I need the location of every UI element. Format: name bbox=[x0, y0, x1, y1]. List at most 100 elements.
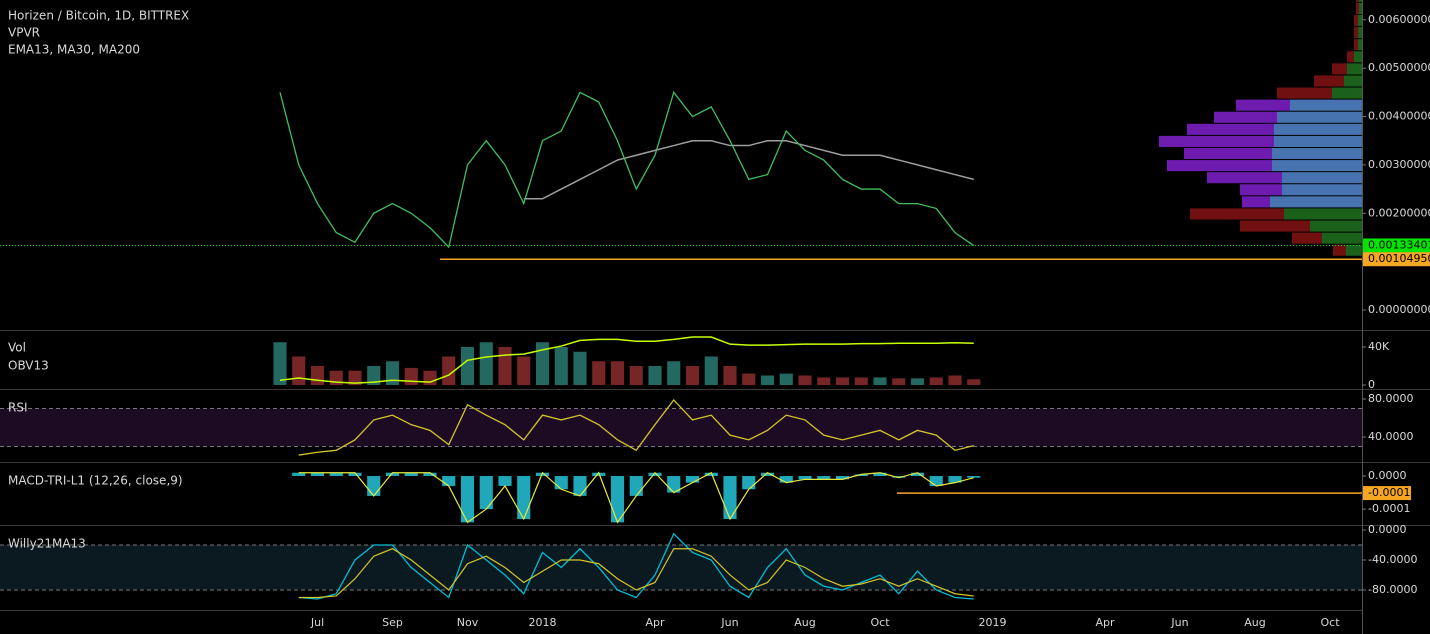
y-tick-label: 0.00600000 bbox=[1368, 13, 1430, 26]
bar bbox=[817, 476, 831, 480]
vpvr-down bbox=[1332, 63, 1347, 75]
bar bbox=[648, 472, 662, 477]
line-ma200 bbox=[523, 139, 974, 200]
x-tick-label: Apr bbox=[1095, 616, 1115, 629]
bar bbox=[892, 476, 906, 478]
bar bbox=[292, 356, 306, 386]
y-tick-label: 0 bbox=[1368, 378, 1375, 391]
y-tick-label: 0.0000 bbox=[1368, 469, 1407, 482]
x-tick-label: Oct bbox=[870, 616, 890, 629]
y-tick-label: 40K bbox=[1368, 340, 1390, 353]
vpvr-up bbox=[1358, 27, 1362, 39]
x-tick-label: 2018 bbox=[529, 616, 557, 629]
bar bbox=[798, 375, 812, 386]
bar bbox=[479, 342, 493, 386]
x-tick-label: Aug bbox=[794, 616, 815, 629]
vpvr-down bbox=[1240, 184, 1282, 196]
bar bbox=[854, 474, 868, 477]
bar bbox=[404, 367, 418, 386]
indicator-label: VPVR bbox=[8, 26, 40, 40]
vpvr-down bbox=[1347, 51, 1354, 63]
bar bbox=[929, 476, 943, 486]
bar bbox=[385, 361, 400, 386]
vpvr-up bbox=[1346, 244, 1362, 256]
y-tick-label: -80.0000 bbox=[1368, 583, 1417, 596]
x-tick-label: Nov bbox=[457, 616, 479, 629]
bar bbox=[367, 366, 381, 386]
vpvr-up bbox=[1274, 135, 1362, 147]
vpvr-up bbox=[1359, 2, 1362, 14]
vpvr-up bbox=[1358, 14, 1362, 27]
vpvr-up bbox=[1322, 232, 1362, 244]
y-tick-label: 0.00200000 bbox=[1368, 206, 1430, 219]
bar bbox=[479, 476, 493, 510]
vpvr-down bbox=[1187, 123, 1274, 135]
bar bbox=[554, 347, 568, 386]
bar bbox=[535, 472, 550, 477]
line-values bbox=[279, 90, 975, 249]
vpvr-down bbox=[1356, 0, 1359, 2]
vpvr-down bbox=[1277, 87, 1332, 99]
vpvr-down bbox=[1159, 135, 1274, 147]
y-tick-label: 80.0000 bbox=[1368, 392, 1414, 405]
bar bbox=[592, 361, 606, 386]
bar bbox=[910, 472, 925, 477]
bar bbox=[517, 356, 531, 386]
bar bbox=[742, 476, 756, 490]
bar bbox=[348, 472, 362, 477]
vpvr-up bbox=[1344, 75, 1362, 87]
bar bbox=[854, 377, 868, 386]
bar bbox=[704, 356, 718, 386]
x-tick-label: Jul bbox=[310, 616, 324, 629]
bar bbox=[967, 476, 981, 478]
vpvr-down bbox=[1184, 147, 1272, 160]
bar bbox=[779, 373, 793, 386]
bar bbox=[517, 476, 531, 520]
vpvr-down bbox=[1242, 196, 1270, 208]
vpvr-up bbox=[1284, 208, 1362, 220]
vpvr-up bbox=[1347, 63, 1362, 75]
vpvr-down bbox=[1236, 99, 1290, 111]
line-ma bbox=[298, 548, 974, 599]
bar bbox=[442, 476, 456, 486]
bar bbox=[873, 377, 887, 386]
bar bbox=[798, 476, 812, 480]
line-values bbox=[298, 532, 974, 600]
bar bbox=[685, 476, 700, 483]
pane-title: RSI bbox=[8, 401, 28, 415]
bar bbox=[835, 476, 850, 480]
vpvr-up bbox=[1290, 99, 1362, 111]
vpvr-up bbox=[1277, 111, 1362, 123]
bar bbox=[367, 476, 381, 496]
bar bbox=[629, 476, 643, 496]
vpvr-up bbox=[1272, 147, 1362, 160]
bar bbox=[817, 377, 831, 386]
low-line-label: 0.00104950 bbox=[1368, 252, 1430, 265]
vpvr-down bbox=[1354, 14, 1358, 27]
vpvr-down bbox=[1354, 39, 1358, 51]
vpvr-up bbox=[1359, 0, 1362, 2]
bar bbox=[723, 476, 737, 520]
bar bbox=[554, 476, 568, 490]
bar bbox=[498, 476, 512, 486]
vpvr-down bbox=[1314, 75, 1344, 87]
x-tick-label: Aug bbox=[1244, 616, 1265, 629]
macd-tag bbox=[1363, 486, 1411, 501]
bar bbox=[723, 366, 737, 386]
y-tick-label: 40.0000 bbox=[1368, 430, 1414, 443]
y-tick-label: 0.00000000 bbox=[1368, 303, 1430, 316]
vpvr-up bbox=[1332, 87, 1362, 99]
bar bbox=[329, 472, 343, 477]
vpvr-down bbox=[1356, 2, 1359, 14]
bar bbox=[929, 377, 943, 386]
x-tick-label: Jun bbox=[720, 616, 738, 629]
bar bbox=[892, 378, 906, 386]
symbol-title: Horizen / Bitcoin, 1D, BITTREX bbox=[8, 9, 189, 23]
y-tick-label: 0.00400000 bbox=[1368, 110, 1430, 123]
bar bbox=[667, 361, 681, 386]
x-tick-label: Apr bbox=[645, 616, 665, 629]
y-tick-label: 0.0000 bbox=[1368, 523, 1407, 536]
bar bbox=[610, 476, 625, 523]
